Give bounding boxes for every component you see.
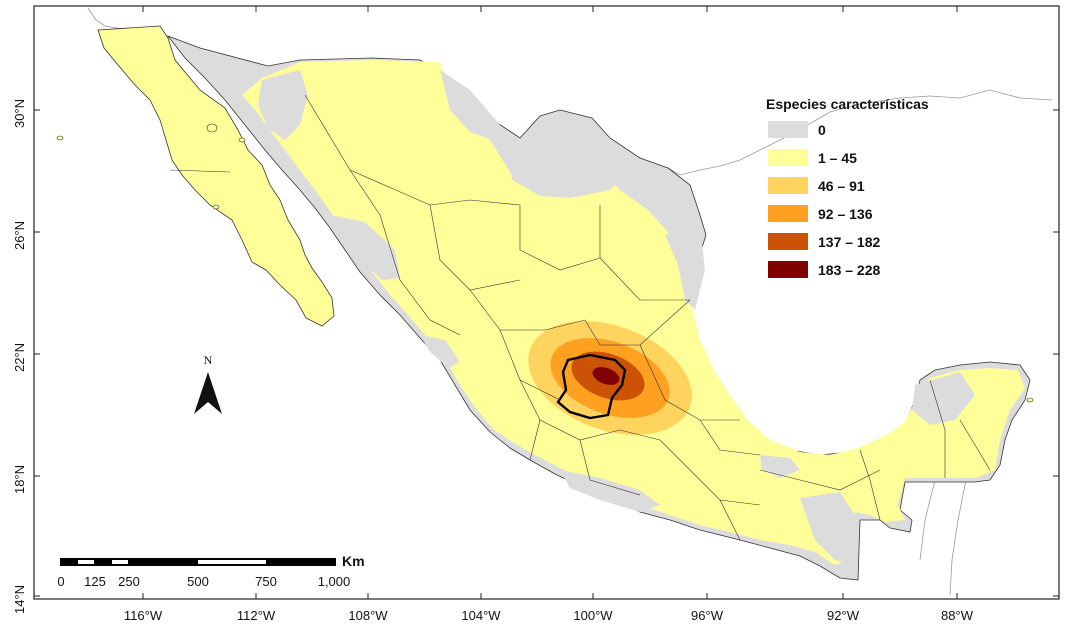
legend-swatch-1 [768,149,808,166]
lon-label-92: 92°W [827,608,860,623]
lat-label-22: 22°N [12,343,27,372]
scale-tick-0: 0 [57,574,64,589]
gray-patch-sonora-coast [330,215,400,280]
class-183-228-zone [592,367,620,385]
legend: Especies características 0 1 – 45 46 – 91 9… [766,96,929,278]
latitude-labels: 30°N 26°N 22°N 18°N 14°N [12,99,27,614]
legend-label-1: 1 – 45 [818,150,857,166]
lon-label-112: 112°W [237,608,276,623]
lon-label-96: 96°W [691,608,724,623]
legend-items: 0 1 – 45 46 – 91 92 – 136 137 – 182 183 – 228 [768,121,880,278]
gray-patch-nayarit [420,335,460,368]
lat-label-18: 18°N [12,465,27,494]
lon-label-100: 100°W [573,608,613,623]
north-letter: N [204,353,213,367]
scale-bar: Km 0 125 250 500 750 1,000 [57,553,364,589]
lat-label-14: 14°N [12,585,27,614]
scale-unit: Km [342,553,365,569]
legend-label-3: 92 – 136 [818,206,873,222]
lat-label-26: 26°N [12,221,27,250]
baja-california-region [97,25,335,327]
focal-state-outline [556,353,627,420]
lon-label-104: 104°W [461,608,501,623]
lon-label-116: 116°W [124,608,163,623]
lat-label-30: 30°N [12,99,27,128]
gray-patch-oaxaca [560,470,660,512]
gray-patch-coahuila [510,135,630,198]
islands [56,123,1034,403]
scale-tick-125: 125 [84,574,106,589]
mexico-landmass [97,25,1031,581]
legend-title: Especies características [766,96,929,112]
scale-tick-750: 750 [255,574,277,589]
legend-swatch-3 [768,205,808,222]
gray-patch-chiapas [800,492,858,565]
lon-label-108: 108°W [348,608,388,623]
legend-label-2: 46 – 91 [818,178,865,194]
legend-swatch-4 [768,233,808,250]
gray-patch-north [258,70,308,140]
longitude-ticks [142,6,958,599]
legend-swatch-0 [768,121,808,138]
state-borders [169,94,991,541]
legend-swatch-5 [768,261,808,278]
legend-label-5: 183 – 228 [818,262,880,278]
scale-tick-500: 500 [187,574,209,589]
latitude-ticks [34,109,1059,597]
north-arrow: N [194,353,222,414]
gray-patch-tamaulipas [665,225,705,310]
legend-label-4: 137 – 182 [818,234,880,250]
gray-patch-yucatan [912,372,975,425]
legend-swatch-2 [768,177,808,194]
scale-tick-1000: 1,000 [318,574,351,589]
scale-tick-250: 250 [118,574,140,589]
legend-label-0: 0 [818,122,826,138]
longitude-labels: 116°W 112°W 108°W 104°W 100°W 96°W 92°W … [124,608,974,623]
north-arrow-icon [194,372,222,414]
gray-patch-chihuahua [440,70,500,140]
lon-label-88: 88°W [941,608,974,623]
class-1-45-region [242,60,1025,565]
